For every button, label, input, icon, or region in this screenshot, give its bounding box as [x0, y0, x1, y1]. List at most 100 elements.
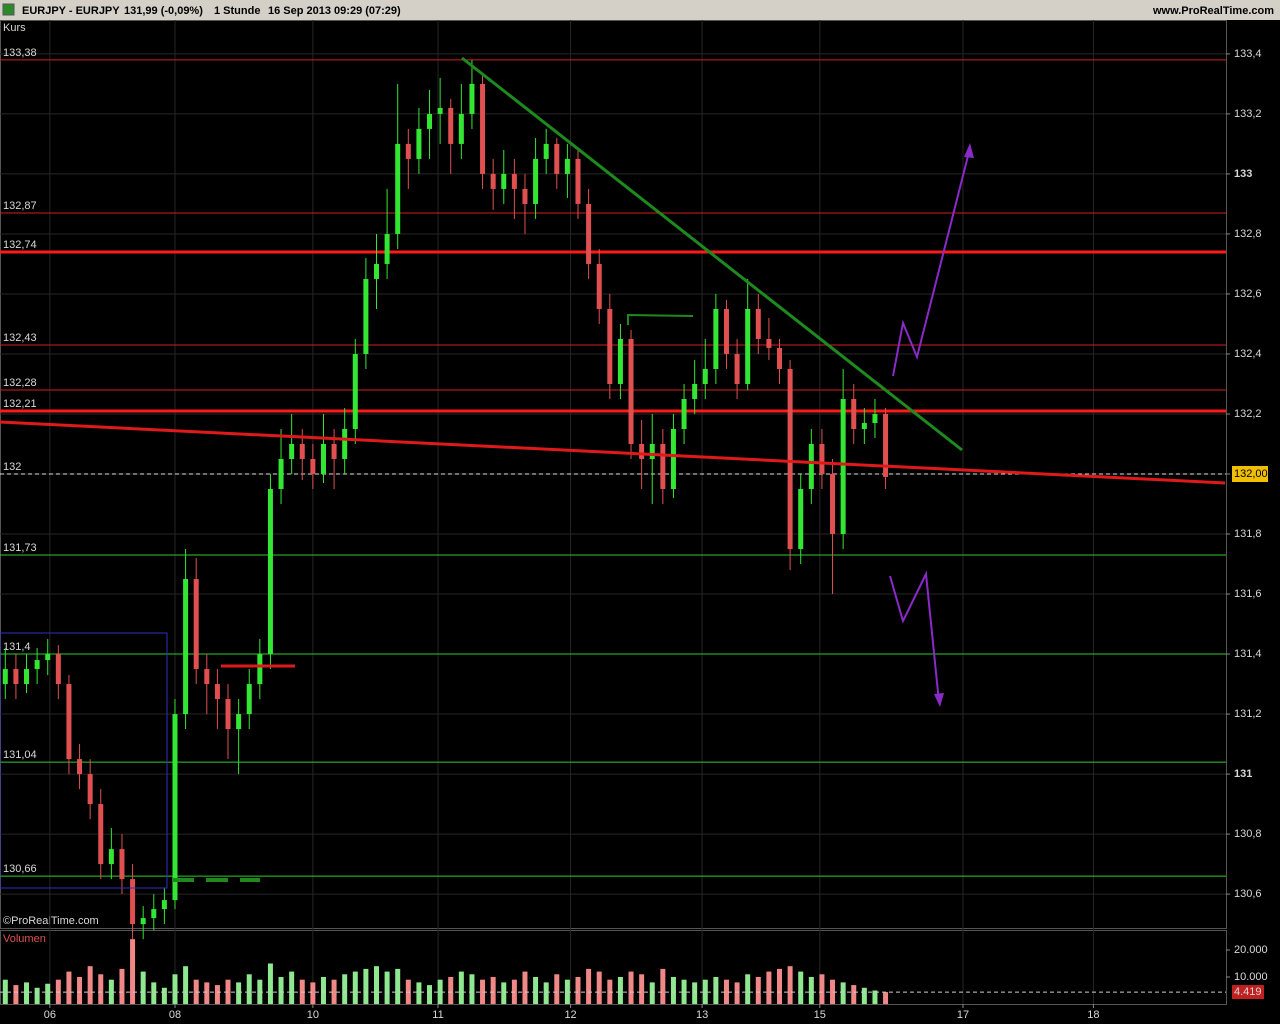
- candle-body: [745, 308, 751, 384]
- volume-bar: [596, 971, 602, 1004]
- volume-bar: [840, 982, 846, 1004]
- candle-body: [787, 368, 793, 550]
- y-tick-label: 131,6: [1234, 588, 1262, 600]
- candle-body: [236, 714, 242, 730]
- candle-body: [352, 353, 358, 429]
- level-label: 132,28: [3, 377, 37, 389]
- volume-bar: [87, 966, 93, 1004]
- candle-body: [617, 338, 623, 384]
- y-tick-label: 132,4: [1234, 348, 1262, 360]
- volume-bar: [883, 992, 889, 1004]
- candle-body: [246, 684, 252, 715]
- volume-bar: [522, 971, 528, 1004]
- candle-body: [55, 654, 61, 685]
- volume-bar: [851, 985, 857, 1004]
- header-bar: [0, 0, 1280, 20]
- volume-bar: [745, 974, 751, 1004]
- y-tick-label: 131,2: [1234, 708, 1262, 720]
- candle-body: [108, 849, 114, 865]
- y-tick-label: 131: [1234, 768, 1252, 780]
- y-tick-label: 130,6: [1234, 888, 1262, 900]
- volume-bar: [310, 982, 316, 1004]
- candle-body: [723, 308, 729, 354]
- volume-bar: [130, 939, 136, 1004]
- candle-body: [342, 428, 348, 459]
- candle-body: [692, 383, 698, 399]
- annotations: [0, 56, 1226, 889]
- candle-body: [278, 458, 284, 490]
- candle-body: [66, 684, 72, 760]
- volume-bar: [798, 971, 804, 1004]
- level-label: 132,21: [3, 398, 37, 410]
- volume-bar: [320, 976, 326, 1004]
- y-tick-label: 133,4: [1234, 48, 1262, 60]
- volume-label: Volumen: [3, 933, 46, 945]
- volume-bar: [331, 979, 337, 1004]
- last-quote: 131,99 (-0,09%): [124, 5, 203, 17]
- trendline: [627, 313, 694, 325]
- candle-body: [405, 143, 411, 159]
- volume-bar: [13, 985, 19, 1004]
- candle-body: [713, 308, 719, 369]
- volume-bar: [872, 990, 878, 1004]
- volume-bar: [808, 976, 814, 1004]
- candle-body: [596, 263, 602, 309]
- x-tick-label: 17: [957, 1009, 969, 1021]
- trendline: [461, 56, 963, 452]
- candle-body: [501, 173, 507, 189]
- volume-bar: [225, 979, 231, 1004]
- volume-bar: [427, 985, 433, 1004]
- y-tick-label: 131,4: [1234, 648, 1262, 660]
- candle-body: [172, 714, 178, 901]
- volume-bar: [649, 982, 655, 1004]
- candle-body: [628, 338, 634, 444]
- volume-bar: [702, 979, 708, 1004]
- x-tick-label: 08: [169, 1009, 181, 1021]
- candle-body: [649, 443, 655, 459]
- candle-body: [416, 128, 422, 159]
- y-tick-label: 132,6: [1234, 288, 1262, 300]
- volume-bar: [363, 968, 369, 1004]
- candle-body: [660, 443, 666, 490]
- candle-body: [24, 669, 30, 685]
- last-price-box: [1232, 466, 1268, 482]
- volume-bar: [543, 982, 549, 1004]
- volume-bar: [384, 971, 390, 1004]
- last-price-label: 132,00: [1234, 468, 1268, 480]
- y-tick-label: 133: [1234, 168, 1252, 180]
- y-tick-label: 131,8: [1234, 528, 1262, 540]
- candle-body: [373, 263, 379, 279]
- candle-body: [363, 278, 369, 354]
- x-tick-label: 18: [1087, 1009, 1099, 1021]
- volume-bar: [766, 971, 772, 1004]
- candle-body: [320, 443, 326, 474]
- candle-body: [564, 158, 570, 174]
- candle-body: [225, 699, 231, 730]
- icon: [2, 3, 15, 16]
- candle-body: [77, 759, 83, 775]
- volume-bar: [713, 976, 719, 1004]
- volume-pane: [0, 930, 1227, 1005]
- timestamp: 16 Sep 2013 09:29 (07:29): [268, 5, 401, 17]
- candle-body: [384, 233, 390, 264]
- candle-body: [130, 879, 136, 925]
- candle-body: [819, 443, 825, 474]
- x-tick-label: 12: [564, 1009, 576, 1021]
- volume-bar: [734, 982, 740, 1004]
- candle-body: [299, 443, 305, 459]
- candle-body: [289, 443, 295, 459]
- candle-body: [480, 83, 486, 174]
- volume-bar: [77, 976, 83, 1004]
- volume-tick-label: 10.000: [1234, 971, 1268, 983]
- volume-bar: [681, 979, 687, 1004]
- candle-body: [554, 143, 560, 174]
- volume-bar: [204, 982, 210, 1004]
- volume-bar: [777, 968, 783, 1004]
- volume-bar: [723, 979, 729, 1004]
- candle-body: [830, 474, 836, 535]
- candle-body: [798, 489, 804, 550]
- volume-bar: [490, 976, 496, 1004]
- last-volume-label: 4.419: [1234, 986, 1262, 998]
